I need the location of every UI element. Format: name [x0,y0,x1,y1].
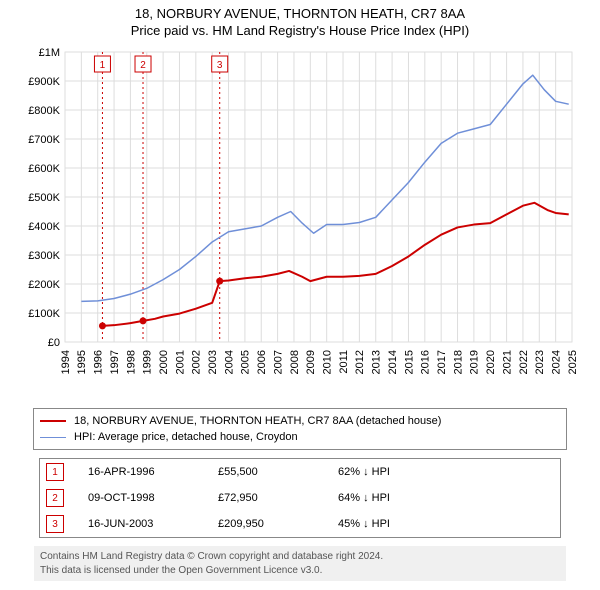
legend-label: 18, NORBURY AVENUE, THORNTON HEATH, CR7 … [74,415,441,427]
svg-text:2014: 2014 [387,350,399,374]
svg-text:£200K: £200K [28,279,60,291]
legend-swatch [40,420,66,422]
svg-text:2005: 2005 [240,350,252,374]
sale-price: £55,500 [218,466,338,478]
svg-text:£500K: £500K [28,192,60,204]
svg-text:2016: 2016 [420,350,432,374]
svg-text:2015: 2015 [403,350,415,374]
svg-text:£100K: £100K [28,308,60,320]
chart-title-block: 18, NORBURY AVENUE, THORNTON HEATH, CR7 … [0,0,600,42]
sale-pct: 64% ↓ HPI [338,492,390,504]
sales-row: 3 16-JUN-2003 £209,950 45% ↓ HPI [40,511,560,537]
sales-row: 2 09-OCT-1998 £72,950 64% ↓ HPI [40,485,560,511]
svg-text:1998: 1998 [125,350,137,374]
svg-text:2009: 2009 [305,350,317,374]
svg-text:1: 1 [100,60,106,71]
svg-text:1994: 1994 [60,350,72,374]
svg-text:2007: 2007 [272,350,284,374]
legend-item-property: 18, NORBURY AVENUE, THORNTON HEATH, CR7 … [40,413,560,429]
svg-text:2010: 2010 [322,350,334,374]
footer-line2: This data is licensed under the Open Gov… [40,564,560,578]
svg-text:2013: 2013 [371,350,383,374]
svg-text:2021: 2021 [501,350,513,374]
svg-text:2006: 2006 [256,350,268,374]
svg-text:2020: 2020 [485,350,497,374]
svg-text:£400K: £400K [28,221,60,233]
svg-text:2008: 2008 [289,350,301,374]
sale-date: 09-OCT-1998 [88,492,218,504]
svg-text:2023: 2023 [534,350,546,374]
svg-text:£1M: £1M [39,47,60,59]
svg-text:£300K: £300K [28,250,60,262]
sale-pct: 45% ↓ HPI [338,518,390,530]
svg-text:1997: 1997 [109,350,121,374]
legend-label: HPI: Average price, detached house, Croy… [74,431,298,443]
svg-text:2011: 2011 [338,350,350,374]
svg-text:£700K: £700K [28,134,60,146]
sales-row: 1 16-APR-1996 £55,500 62% ↓ HPI [40,459,560,485]
sale-marker: 2 [46,489,64,507]
sale-price: £72,950 [218,492,338,504]
legend-swatch [40,437,66,438]
svg-text:2003: 2003 [207,350,219,374]
svg-text:£900K: £900K [28,76,60,88]
legend: 18, NORBURY AVENUE, THORNTON HEATH, CR7 … [33,408,567,450]
sale-marker: 1 [46,463,64,481]
svg-text:2024: 2024 [550,350,562,374]
sale-date: 16-APR-1996 [88,466,218,478]
svg-text:2: 2 [140,60,146,71]
title-line2: Price paid vs. HM Land Registry's House … [0,23,600,38]
svg-text:2022: 2022 [518,350,530,374]
svg-text:1996: 1996 [93,350,105,374]
footer-line1: Contains HM Land Registry data © Crown c… [40,550,560,564]
svg-text:2000: 2000 [158,350,170,374]
svg-text:3: 3 [217,60,223,71]
sales-table: 1 16-APR-1996 £55,500 62% ↓ HPI 2 09-OCT… [39,458,561,538]
svg-text:2012: 2012 [354,350,366,374]
sale-date: 16-JUN-2003 [88,518,218,530]
svg-text:1995: 1995 [76,350,88,374]
legend-item-hpi: HPI: Average price, detached house, Croy… [40,429,560,445]
svg-text:2018: 2018 [452,350,464,374]
sale-marker: 3 [46,515,64,533]
line-chart: £0 £100K £200K £300K £400K £500K £600K £700K £80… [20,42,580,402]
svg-text:£0: £0 [48,337,60,349]
svg-text:2002: 2002 [191,350,203,374]
svg-text:2001: 2001 [174,350,186,374]
svg-text:£600K: £600K [28,163,60,175]
svg-text:2004: 2004 [223,350,235,374]
svg-text:2017: 2017 [436,350,448,374]
sale-price: £209,950 [218,518,338,530]
svg-text:2019: 2019 [469,350,481,374]
sale-pct: 62% ↓ HPI [338,466,390,478]
title-line1: 18, NORBURY AVENUE, THORNTON HEATH, CR7 … [0,6,600,21]
svg-text:2025: 2025 [567,350,579,374]
svg-text:1999: 1999 [142,350,154,374]
svg-text:£800K: £800K [28,105,60,117]
footer: Contains HM Land Registry data © Crown c… [34,546,566,581]
